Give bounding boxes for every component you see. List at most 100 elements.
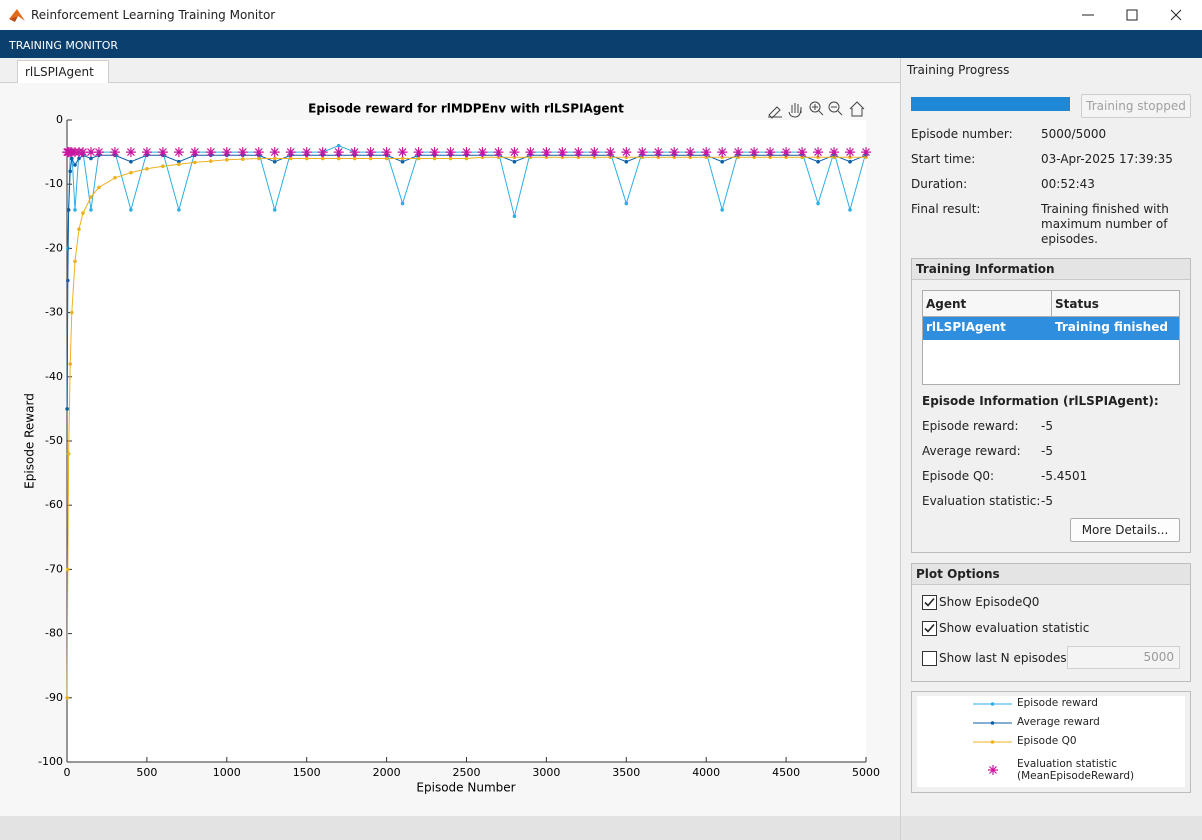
- checkbox-label[interactable]: Show last N episodes: [939, 651, 1067, 665]
- eval-marker: [653, 147, 664, 158]
- legend-label: Episode Q0: [1017, 735, 1077, 747]
- eval-marker: [733, 147, 744, 158]
- y-tick-label: -70: [45, 562, 63, 575]
- series-marker: [65, 407, 69, 411]
- row-label: Final result:: [911, 202, 981, 216]
- eval-marker: [477, 147, 488, 158]
- eval-marker: [621, 147, 632, 158]
- series-marker: [113, 175, 117, 180]
- series-marker: [416, 156, 421, 161]
- eval-marker: [637, 147, 648, 158]
- series-marker: [256, 156, 261, 161]
- eval-marker: [573, 147, 584, 158]
- info-value: -5: [1041, 494, 1053, 508]
- info-label: Evaluation statistic:: [922, 494, 1041, 508]
- series-marker: [66, 208, 71, 212]
- series-marker: [225, 158, 229, 162]
- legend-markers: [973, 702, 1012, 775]
- series-marker: [816, 155, 820, 160]
- panel-title: Training Progress: [907, 63, 1010, 77]
- eval-marker: [333, 147, 344, 158]
- series-marker: [496, 155, 501, 160]
- legend-label: Episode reward: [1017, 697, 1098, 709]
- series-marker: [400, 159, 405, 164]
- eval-marker: [589, 147, 600, 158]
- table-divider: [1051, 291, 1052, 316]
- row-value: 00:52:43: [1041, 177, 1095, 191]
- series-marker: [68, 362, 72, 366]
- checkbox[interactable]: [922, 621, 937, 636]
- series-marker: [177, 162, 181, 167]
- toolstrip-title[interactable]: TRAINING MONITOR: [9, 39, 119, 52]
- table-cell[interactable]: rlLSPIAgent: [926, 320, 1006, 334]
- selected-row[interactable]: [923, 317, 1179, 340]
- checkbox-label[interactable]: Show EpisodeQ0: [939, 595, 1040, 609]
- series-marker: [656, 155, 661, 160]
- checkbox[interactable]: [922, 595, 937, 610]
- series-marker: [352, 156, 357, 161]
- more-details-button[interactable]: More Details...: [1070, 518, 1180, 542]
- status-bar-right: [901, 816, 1202, 840]
- series-marker: [848, 159, 852, 164]
- y-tick-label: -50: [45, 434, 63, 447]
- eval-marker: [109, 147, 120, 158]
- tab-label[interactable]: rlLSPIAgent: [25, 65, 94, 79]
- legend-label: Evaluation statistic (MeanEpisodeReward): [1017, 758, 1135, 782]
- series-marker: [512, 159, 517, 164]
- check-mark: [924, 623, 935, 633]
- window-controls[interactable]: [1070, 0, 1202, 30]
- eval-marker: [413, 147, 424, 158]
- progress-bar: [911, 97, 1070, 111]
- series-marker: [560, 155, 565, 160]
- y-tick-label: -60: [45, 498, 63, 511]
- y-tick-label: -100: [38, 755, 63, 768]
- series-marker: [304, 156, 309, 161]
- series-marker: [89, 208, 93, 212]
- series-marker: [77, 156, 81, 161]
- training-stopped-button: Training stopped: [1081, 94, 1191, 118]
- series-marker: [384, 156, 389, 161]
- series-marker: [752, 155, 756, 160]
- checkbox-label[interactable]: Show evaluation statistic: [939, 621, 1090, 635]
- series-marker: [89, 156, 93, 161]
- eval-marker: [829, 147, 840, 158]
- axes-toolbar[interactable]: [768, 101, 865, 119]
- series-marker: [240, 157, 245, 161]
- last-n-input[interactable]: 5000: [1067, 646, 1180, 669]
- y-axis-label: Episode Reward: [23, 393, 37, 489]
- plot-options-group: Plot Options: [911, 563, 1191, 682]
- eval-marker: [301, 147, 312, 158]
- series-marker: [688, 155, 693, 160]
- legend-marker: [990, 721, 995, 725]
- x-tick-label: 4000: [692, 766, 720, 779]
- eval-marker: [525, 147, 536, 158]
- series-marker: [608, 155, 613, 160]
- series-marker: [768, 155, 772, 160]
- title-bar: [0, 0, 1202, 30]
- info-value: -5.4501: [1041, 469, 1088, 483]
- series-marker: [864, 155, 868, 160]
- eval-marker: [85, 147, 96, 158]
- eval-marker: [173, 147, 184, 158]
- row-label: Duration:: [911, 177, 968, 191]
- y-tick-label: -90: [45, 691, 63, 704]
- tab[interactable]: [17, 60, 109, 83]
- series-marker: [73, 163, 77, 167]
- column-header[interactable]: Status: [1055, 297, 1099, 311]
- series-marker: [81, 211, 85, 215]
- eval-marker: [749, 147, 760, 158]
- tab-bar: [0, 58, 900, 83]
- eval-marker: [861, 147, 871, 158]
- eval-marker: [221, 147, 232, 158]
- eval-marker: [253, 147, 264, 158]
- splitter: [900, 58, 901, 840]
- eval-marker: [541, 147, 552, 158]
- checkbox[interactable]: [922, 651, 937, 666]
- group-title: Training Information: [912, 259, 1190, 280]
- eval-marker: [189, 147, 200, 158]
- table-cell[interactable]: Training finished: [1055, 320, 1168, 334]
- series-marker: [66, 452, 71, 456]
- column-header[interactable]: Agent: [926, 297, 967, 311]
- y-tick-label: -10: [45, 177, 63, 190]
